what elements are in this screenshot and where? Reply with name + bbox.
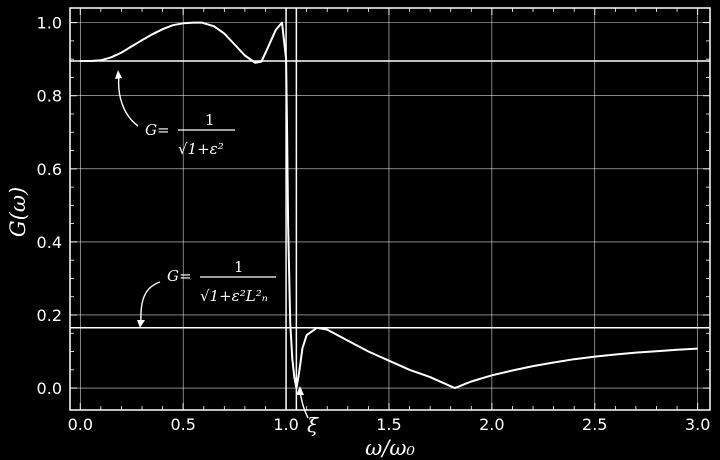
x-tick-label: 3.0 — [685, 415, 710, 434]
annotation-2-numerator: 1 — [234, 258, 244, 276]
annotation-2-arrow — [140, 281, 161, 323]
annotation-2-arrow-head — [137, 320, 145, 328]
x-tick-label: 2.5 — [582, 415, 607, 434]
annotations: G= 1 √1+ε² G= 1 √1+ε²L²ₙ ξ — [115, 70, 319, 437]
reference-lines — [70, 8, 710, 410]
y-tick-label: 0.4 — [37, 233, 62, 252]
annotation-1-arrow — [117, 74, 139, 127]
y-tick-label: 1.0 — [37, 14, 62, 33]
y-tick-label: 0.6 — [37, 160, 62, 179]
x-tick-label: 2.0 — [479, 415, 504, 434]
x-tick-label: 1.5 — [376, 415, 401, 434]
tick-labels: 0.0 0.5 1.0 1.5 2.0 2.5 3.0 0.0 0.2 0.4 0.6 0.8 1.0 — [37, 14, 711, 434]
annotation-2-left: G= — [167, 267, 192, 285]
y-axis-label: G(ω) — [6, 187, 30, 237]
annotation-xi-label: ξ — [307, 413, 319, 437]
plot-frame — [69, 7, 711, 411]
annotation-passband: G= 1 √1+ε² — [115, 70, 235, 158]
annotation-1-arrow-head — [115, 70, 122, 79]
annotation-1-denominator: √1+ε² — [178, 140, 224, 158]
series — [80, 21, 698, 390]
x-axis-label: ω/ω₀ — [365, 436, 415, 460]
x-tick-label: 0.0 — [68, 415, 93, 434]
y-tick-label: 0.0 — [37, 379, 62, 398]
series-line — [80, 21, 698, 390]
annotation-2-denominator: √1+ε²L²ₙ — [200, 287, 268, 305]
x-tick-label: 1.0 — [273, 415, 298, 434]
y-tick-label: 0.8 — [37, 87, 62, 106]
x-tick-label: 0.5 — [170, 415, 195, 434]
annotation-1-left: G= — [145, 121, 170, 139]
annotation-xi-arrow-head — [296, 386, 304, 395]
annotation-1-numerator: 1 — [205, 111, 215, 129]
annotation-stopband: G= 1 √1+ε²L²ₙ — [137, 258, 276, 328]
y-tick-label: 0.2 — [37, 306, 62, 325]
grid — [70, 8, 710, 410]
annotation-xi: ξ — [296, 386, 319, 437]
